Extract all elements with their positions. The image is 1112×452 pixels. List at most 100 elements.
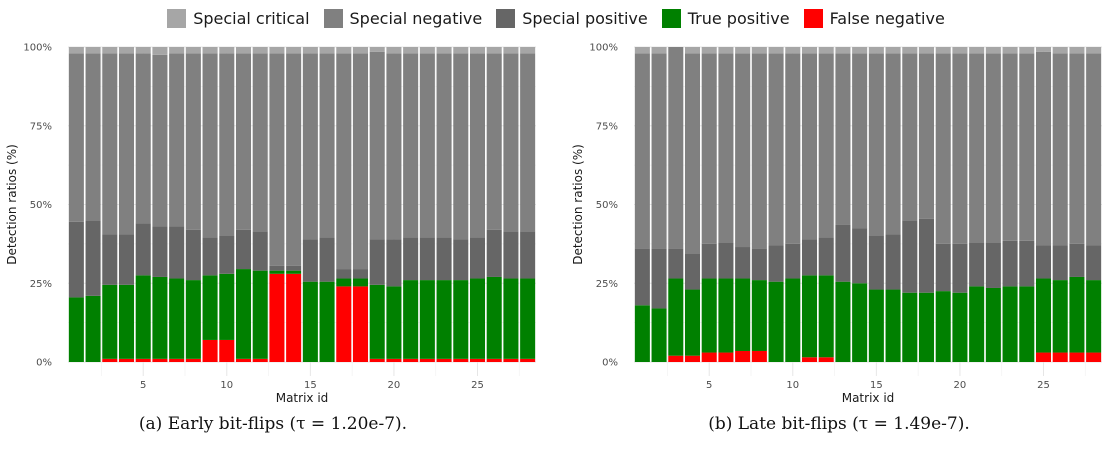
bar-segment-special-positive <box>668 248 684 279</box>
bar-segment-special-critical <box>768 47 784 54</box>
legend-label: True positive <box>687 8 790 28</box>
bar-segment-special-negative <box>469 53 486 238</box>
x-tick-label: 20 <box>954 380 967 391</box>
bar-segment-special-positive <box>453 239 469 281</box>
bar-segment-special-positive <box>918 218 935 293</box>
bar-segment-false-negative <box>520 358 536 362</box>
y-tick-label: 75% <box>596 121 618 132</box>
bar-segment-special-negative <box>235 53 252 230</box>
chart-early-bit-flips: 0% 25% 50% 75% 100% 5 10 15 20 25 Matrix id Detecti… <box>5 43 536 405</box>
bar-segment-special-negative <box>219 53 235 236</box>
bar-segment-special-negative <box>252 53 268 232</box>
bar-segment-true-positive <box>85 295 101 362</box>
bar-segment-true-positive <box>436 280 452 359</box>
bar-segment-true-positive <box>768 281 784 362</box>
y-tick-label: 50% <box>596 200 618 211</box>
bar-segment-special-negative <box>835 53 851 225</box>
bar-segment-special-positive <box>520 231 536 279</box>
bar-segment-special-critical <box>1035 47 1052 52</box>
bar-segment-special-critical <box>868 47 884 54</box>
bar-segment-special-negative <box>918 53 935 219</box>
bar-segment-special-positive <box>684 253 701 290</box>
x-axis-title: Matrix id <box>276 391 329 405</box>
caption-late: (b) Late bit-flips (τ = 1.49e-7). <box>708 414 970 434</box>
bar-segment-special-positive <box>319 237 335 282</box>
y-tick-label: 0% <box>36 358 52 369</box>
y-tick-label: 25% <box>30 279 52 290</box>
bar-segment-special-positive <box>252 231 268 271</box>
bar-segment-special-critical <box>902 47 918 54</box>
bar-segment-special-positive <box>818 237 834 276</box>
bar-segment-special-critical <box>1086 47 1102 54</box>
y-tick-label: 0% <box>602 358 618 369</box>
bar-segment-special-critical <box>1019 47 1035 54</box>
bar-segment-special-negative <box>269 53 285 266</box>
bar-segment-special-critical <box>169 47 185 54</box>
bar-segment-special-negative <box>801 53 818 240</box>
bar-segment-special-negative <box>818 53 834 238</box>
bar-segment-special-negative <box>369 51 385 240</box>
bar-segment-special-critical <box>835 47 851 54</box>
bar-segment-true-positive <box>235 269 252 359</box>
bar-segment-false-negative <box>152 358 168 362</box>
bar-segment-true-positive <box>668 278 684 356</box>
legend-label: False negative <box>829 8 945 28</box>
bar-segment-true-positive <box>503 278 519 359</box>
bar-segment-false-negative <box>369 358 385 362</box>
bar-segment-true-positive <box>286 270 302 274</box>
bar-segment-true-positive <box>634 305 650 362</box>
bar-segment-true-positive <box>118 284 135 359</box>
bar-segment-false-negative <box>386 358 402 362</box>
bar-segment-false-negative <box>469 358 486 362</box>
bar-segment-special-critical <box>185 47 201 54</box>
bar-segment-false-negative <box>684 355 701 362</box>
bar-segment-special-critical <box>718 47 734 54</box>
bar-segment-special-positive <box>1086 245 1102 281</box>
bar-segment-true-positive <box>419 280 435 359</box>
bar-segment-special-negative <box>634 53 650 249</box>
bar-segment-true-positive <box>486 276 502 359</box>
legend-label: Special negative <box>349 8 483 28</box>
x-tick-label: 25 <box>1037 380 1050 391</box>
bar-segment-true-positive <box>1019 286 1035 362</box>
bar-segment-special-positive <box>286 265 302 271</box>
bar-segment-special-positive <box>369 239 385 285</box>
bar-segment-special-negative <box>985 53 1001 243</box>
bar-segment-special-positive <box>85 220 101 296</box>
bar-segment-special-critical <box>118 47 135 54</box>
bar-segment-special-negative <box>102 53 118 235</box>
bar-segment-special-negative <box>85 53 101 221</box>
bar-segment-special-positive <box>1069 243 1085 277</box>
bar-segment-special-negative <box>1086 53 1102 246</box>
bar-segment-special-critical <box>386 47 402 54</box>
bar-segment-special-positive <box>785 243 801 279</box>
bar-segment-special-negative <box>1069 53 1085 244</box>
bar-segment-true-positive <box>969 286 985 362</box>
bar-segment-false-negative <box>352 286 369 362</box>
bar-segment-true-positive <box>1086 280 1102 353</box>
bar-segment-special-critical <box>369 47 385 52</box>
bar-segment-special-critical <box>419 47 435 54</box>
legend: Special critical Special negative Specia… <box>0 5 1112 31</box>
bar-segment-special-negative <box>969 53 985 243</box>
bar-segment-false-negative <box>235 358 252 362</box>
bar-segment-false-negative <box>718 352 734 362</box>
bar-segment-special-critical <box>503 47 519 54</box>
bar-segment-special-critical <box>302 47 318 54</box>
bar-segment-special-critical <box>751 47 767 54</box>
bar-segment-special-positive <box>651 248 667 309</box>
bar-segment-special-critical <box>403 47 419 54</box>
bar-segment-special-negative <box>751 53 767 249</box>
bar-segment-special-negative <box>668 47 684 249</box>
bar-segment-special-negative <box>202 53 218 238</box>
bar-segment-false-negative <box>818 357 834 362</box>
y-axis-title: Detection ratios (%) <box>5 144 19 265</box>
bar-segment-special-critical <box>684 47 701 54</box>
bar-segment-false-negative <box>269 273 285 362</box>
bar-segment-special-negative <box>453 53 469 240</box>
legend-item-true-positive: True positive <box>661 8 790 28</box>
bar-segment-false-negative <box>202 339 218 362</box>
bar-segment-special-negative <box>684 53 701 254</box>
legend-swatch <box>803 8 823 28</box>
bar-segment-special-negative <box>718 53 734 243</box>
